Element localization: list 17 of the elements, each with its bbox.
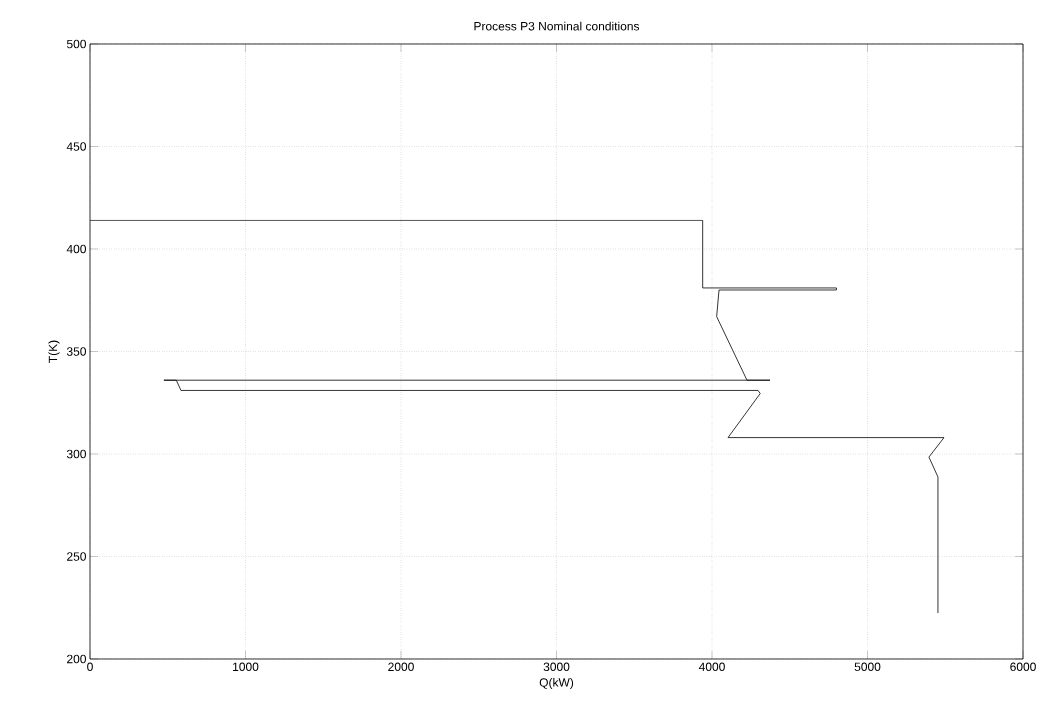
y-tick-label: 300 [66, 449, 86, 459]
x-axis-title: Q(kW) [539, 677, 574, 690]
x-tick-label: 6000 [1010, 662, 1036, 672]
x-tick-label: 2000 [388, 662, 414, 672]
x-tick-label: 0 [87, 662, 93, 672]
y-axis-title: T(K) [48, 340, 60, 363]
y-tick-label: 500 [66, 39, 86, 49]
x-tick-label: 1000 [233, 662, 259, 672]
y-tick-label: 400 [66, 244, 86, 254]
chart-title: Process P3 Nominal conditions [474, 21, 640, 31]
y-tick-label: 250 [67, 552, 86, 561]
y-tick-label: 450 [66, 142, 86, 151]
x-tick-label: 5000 [854, 662, 881, 672]
y-tick-label: 350 [66, 347, 86, 356]
x-tick-label: 3000 [543, 662, 570, 672]
x-tick-label: 4000 [698, 662, 725, 672]
y-tick-label: 200 [67, 654, 86, 664]
